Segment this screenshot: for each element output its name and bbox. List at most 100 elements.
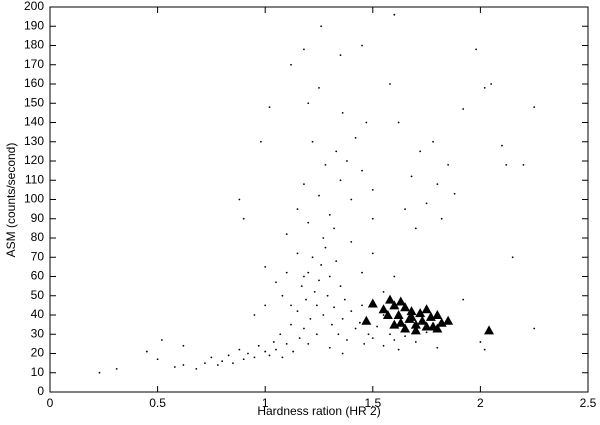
point (382, 314, 385, 316)
triangle-point (400, 302, 411, 312)
point (307, 102, 310, 105)
point (389, 333, 391, 336)
point (156, 358, 159, 361)
y-tick-label: 140 (24, 115, 44, 129)
point (324, 246, 327, 249)
point (279, 333, 282, 336)
point (204, 362, 206, 365)
point (414, 341, 417, 343)
point (397, 348, 400, 351)
triangle-point (417, 315, 428, 325)
point (298, 337, 301, 339)
point (328, 346, 331, 349)
triangle-point (367, 298, 378, 308)
point (275, 281, 277, 284)
point (285, 233, 288, 236)
point (389, 83, 391, 85)
point (361, 304, 363, 307)
point (432, 140, 434, 143)
x-tick-label: 2 (477, 396, 484, 410)
point (305, 298, 307, 301)
point (259, 140, 262, 143)
point (483, 86, 486, 89)
point (285, 271, 288, 274)
point (341, 317, 344, 320)
y-tick-label: 170 (24, 57, 44, 71)
point (404, 208, 406, 211)
point (264, 304, 267, 307)
point (367, 333, 370, 336)
point (440, 217, 443, 220)
point (300, 285, 303, 288)
point (425, 331, 428, 334)
point (335, 150, 338, 153)
triangle-point (389, 319, 400, 329)
point (533, 327, 536, 330)
point (453, 192, 456, 195)
y-tick-label: 200 (24, 0, 44, 13)
point (303, 275, 305, 278)
point (419, 150, 422, 153)
point (436, 183, 439, 186)
y-tick-label: 100 (24, 192, 44, 206)
triangle-point (385, 294, 396, 304)
point (296, 208, 299, 211)
y-tick-label: 90 (31, 211, 45, 225)
point (296, 310, 299, 313)
point (195, 368, 198, 370)
point (324, 163, 327, 166)
triangle-point (406, 306, 417, 316)
x-axis-label: Hardness ration (HR 2) (257, 404, 380, 418)
triangle-point (410, 325, 421, 335)
point (462, 108, 465, 110)
point (354, 327, 357, 330)
point (264, 265, 267, 268)
triangle-point (406, 311, 417, 321)
point (371, 217, 374, 220)
point (313, 291, 316, 293)
point (311, 256, 314, 259)
point (322, 314, 325, 316)
point (425, 202, 428, 205)
point (285, 342, 288, 345)
triangle-point (382, 310, 393, 319)
point (410, 175, 413, 178)
point (339, 285, 342, 288)
y-tick-label: 60 (31, 269, 45, 283)
point (404, 335, 406, 338)
triangle-point (393, 310, 404, 319)
point (268, 354, 271, 357)
point (326, 294, 329, 297)
x-tick-label: 0.5 (149, 396, 166, 410)
triangle-point (421, 321, 432, 331)
point (145, 350, 148, 353)
point (257, 344, 260, 347)
point (247, 352, 249, 355)
point (272, 341, 275, 343)
point (318, 86, 320, 89)
point (227, 354, 230, 357)
point (462, 298, 465, 301)
point (173, 366, 176, 368)
point (358, 321, 361, 324)
y-tick-label: 120 (24, 153, 44, 167)
y-tick-label: 70 (31, 249, 45, 263)
point (393, 13, 396, 16)
point (290, 323, 292, 326)
point (292, 350, 295, 353)
y-tick-label: 10 (31, 365, 45, 379)
point (333, 227, 335, 230)
point (242, 217, 245, 220)
y-tick-label: 110 (25, 172, 44, 186)
point (382, 344, 385, 347)
y-tick-label: 20 (31, 346, 45, 360)
point (318, 279, 320, 282)
point (315, 304, 318, 307)
point (354, 137, 357, 139)
point (376, 325, 379, 328)
point (501, 144, 503, 147)
point (337, 333, 340, 336)
point (447, 163, 450, 166)
point (303, 327, 305, 330)
y-tick-label: 130 (24, 134, 44, 148)
